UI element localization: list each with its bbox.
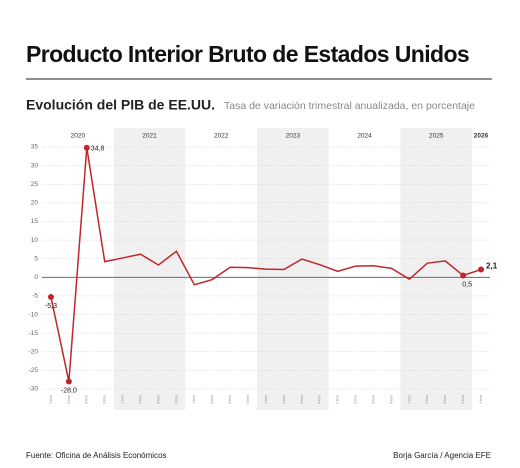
year-label: 2023 [286,133,301,140]
y-tick-label: -10 [29,311,39,318]
value-label: 34,8 [91,146,105,153]
x-tick-label: 3 trim [228,395,232,404]
year-label: 2020 [71,133,86,140]
year-label: 2026 [474,133,489,140]
year-band [113,128,186,410]
y-tick-label: 25 [31,181,39,188]
y-tick-label: 30 [31,162,39,169]
credit: Borja García / Agencia EFE [393,451,491,460]
value-label: 0,5 [462,281,472,288]
data-point [47,294,54,301]
y-tick-label: -30 [29,386,39,393]
y-tick-label: 10 [31,237,39,244]
x-tick-label: 1 trim [336,395,340,404]
x-tick-label: 2 trim [67,395,71,404]
y-tick-label: 0 [34,274,38,281]
x-tick-label: 4 trim [246,395,250,404]
x-tick-label: 1 trim [192,395,196,404]
x-tick-label: 2 trim [425,395,429,404]
x-tick-label: 2 trim [282,395,286,404]
year-label: 2021 [142,133,157,140]
year-label: 2024 [357,133,372,140]
source: Fuente: Oficina de Análisis Económicos [26,451,167,460]
y-tick-label: 20 [31,200,39,207]
x-tick-label: 4 trim [318,395,322,404]
data-point [65,378,72,385]
year-band [400,128,473,410]
x-tick-label: 3 trim [371,395,375,404]
x-tick-label: 3 trim [300,395,304,404]
x-tick-label: 3 trim [85,395,89,404]
y-tick-label: 15 [31,218,39,225]
x-tick-label: 2 trim [210,395,214,404]
y-tick-label: -15 [29,330,39,337]
chart-description: Tasa de variación trimestral anualizada,… [224,100,475,112]
y-tick-label: -5 [32,293,38,300]
value-label: -28,0 [61,387,77,394]
year-label: 2025 [429,133,444,140]
value-label: -5,3 [45,303,57,310]
x-tick-label: 4 trim [174,395,178,404]
data-point [460,272,467,279]
y-tick-label: 5 [34,255,38,262]
plot: 2020 2021 2022 2023 2024 2025 2026-30-25-20-15… [29,128,498,410]
year-label: 2022 [214,133,229,140]
x-tick-label: 3 trim [443,395,447,404]
x-tick-label: 4 trim [461,395,465,404]
x-tick-label: 3 trim [156,395,160,404]
data-line [50,147,482,382]
y-tick-label: -20 [29,348,39,355]
x-tick-label: 2 trim [138,395,142,404]
y-tick-label: -25 [29,367,39,374]
value-label: 2,1 [486,262,498,271]
x-tick-label: 2 trim [354,395,358,404]
x-tick-label: 1 trim [264,395,268,404]
chart-title: Producto Interior Bruto de Estados Unido… [26,41,469,67]
x-tick-label: 1 trim [121,395,125,404]
x-tick-label: 1 trim [479,395,483,404]
data-point [478,266,485,273]
x-tick-label: 4 trim [389,395,393,404]
chart-subtitle: Evolución del PIB de EE.UU. [26,97,215,113]
data-point [83,144,90,151]
y-tick-label: 35 [31,144,39,151]
x-tick-label: 1 trim [49,395,53,404]
x-tick-label: 1 trim [407,395,411,404]
x-tick-label: 4 trim [103,395,107,404]
